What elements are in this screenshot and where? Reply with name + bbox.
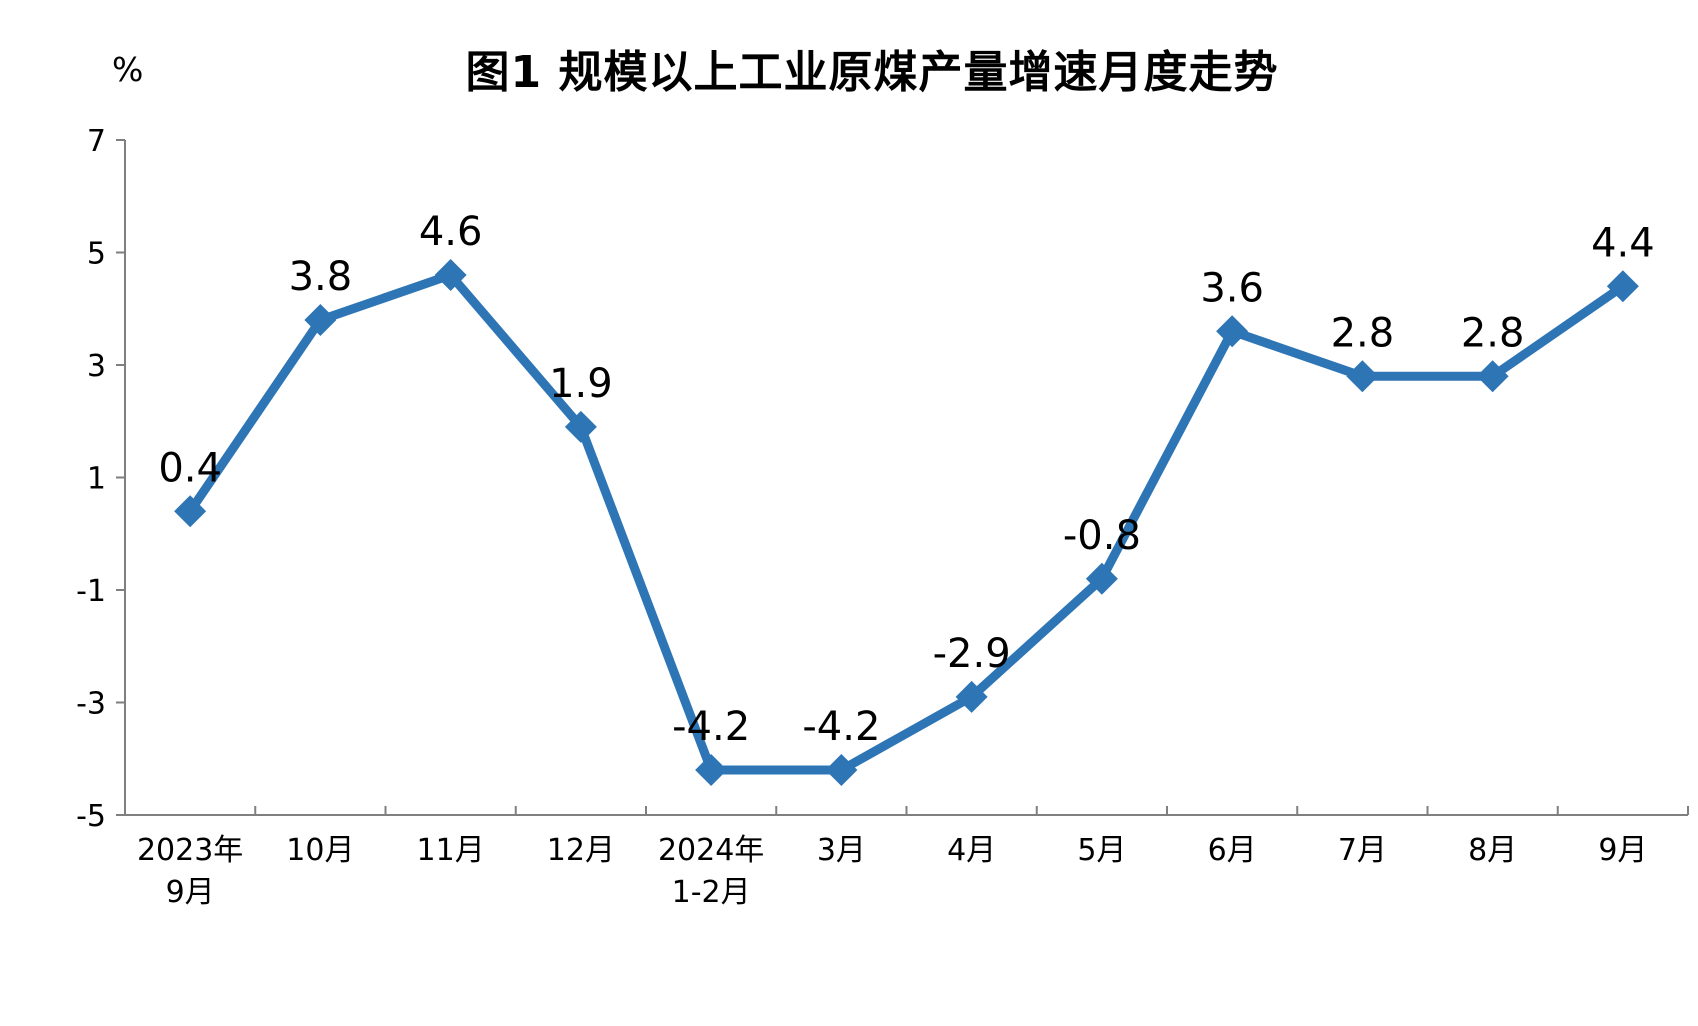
x-axis-label: 3月	[817, 833, 866, 868]
y-axis-tick-label: -3	[76, 687, 106, 722]
x-axis-sublabel: 9月	[166, 875, 215, 910]
data-point-label: -4.2	[802, 704, 880, 750]
y-axis-tick-label: 7	[87, 124, 106, 159]
data-point-label: -0.8	[1063, 513, 1141, 559]
y-axis-unit-label: %	[112, 50, 144, 89]
data-point-label: 4.6	[419, 209, 483, 255]
x-axis-label: 12月	[547, 833, 615, 868]
chart-title: 图1 规模以上工业原煤产量增速月度走势	[465, 47, 1279, 98]
data-point-label: 2.8	[1331, 310, 1395, 356]
data-point-label: 0.4	[158, 445, 222, 491]
x-axis-label: 6月	[1208, 833, 1257, 868]
data-point-marker	[564, 410, 597, 443]
data-point-marker	[955, 680, 988, 713]
data-point-marker	[1085, 562, 1118, 595]
data-point-label: 2.8	[1461, 310, 1525, 356]
data-point-marker	[1476, 360, 1509, 393]
y-axis-tick-label: -5	[76, 799, 106, 834]
x-axis-label: 9月	[1598, 833, 1647, 868]
x-axis-label: 2024年	[658, 833, 764, 868]
data-point-label: -4.2	[672, 704, 750, 750]
x-axis-label: 5月	[1077, 833, 1126, 868]
x-axis-label: 4月	[947, 833, 996, 868]
x-axis-label: 8月	[1468, 833, 1517, 868]
x-axis-label: 11月	[417, 833, 485, 868]
data-point-marker	[434, 259, 467, 291]
data-point-marker	[695, 754, 728, 786]
data-point-marker	[174, 495, 207, 528]
data-point-marker	[1216, 315, 1249, 348]
y-axis-tick-label: 1	[87, 462, 106, 497]
data-point-label: 4.4	[1591, 220, 1655, 266]
data-point-label: 1.9	[549, 361, 613, 407]
y-axis-tick-label: 3	[87, 349, 106, 384]
y-axis-tick-label: -1	[76, 574, 106, 609]
data-line	[185, 270, 1628, 775]
x-axis-sublabel: 1-2月	[672, 875, 751, 910]
data-point-label: 3.8	[289, 254, 353, 300]
axis-lines	[124, 140, 1688, 816]
y-axis-tick-label: 5	[87, 237, 106, 272]
data-point-marker	[1346, 360, 1379, 393]
x-axis-label: 7月	[1338, 833, 1387, 868]
data-point-marker	[825, 754, 858, 786]
x-axis-label: 10月	[286, 833, 354, 868]
x-axis-label: 2023年	[137, 833, 243, 868]
data-point-marker	[304, 304, 337, 336]
data-point-label: -2.9	[933, 631, 1011, 677]
data-point-label: 3.6	[1200, 265, 1264, 311]
data-point-marker	[1606, 270, 1639, 303]
